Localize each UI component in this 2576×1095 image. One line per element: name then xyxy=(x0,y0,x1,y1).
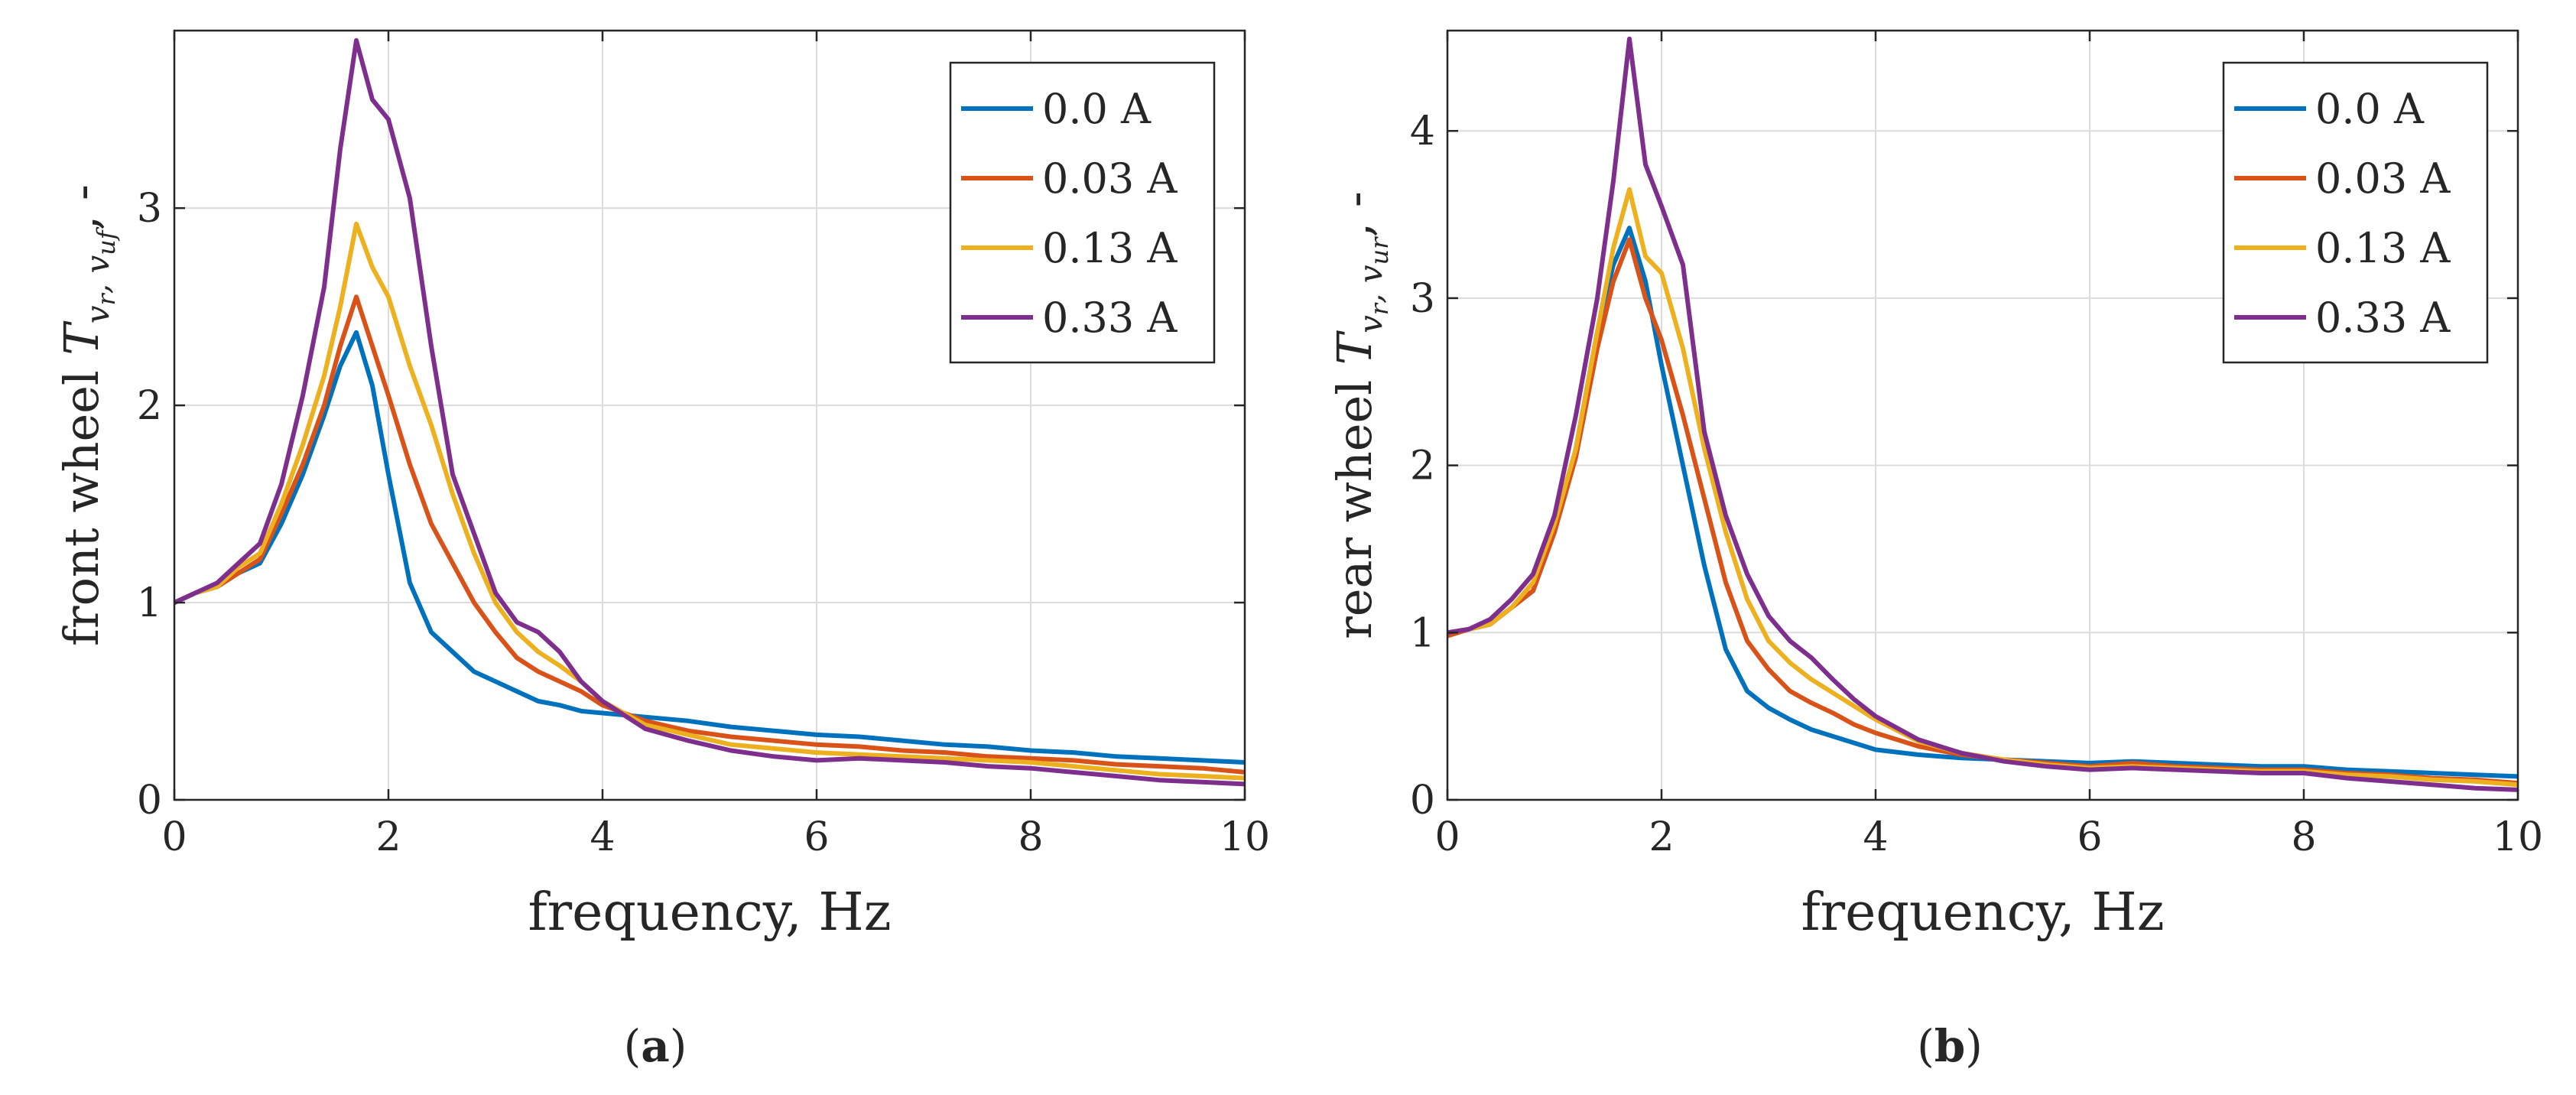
y-tick-label: 3 xyxy=(1410,276,1435,322)
x-tick-label: 4 xyxy=(1863,814,1888,860)
panel-b: 0 2 4 6 8 10 0 1 2 3 4 frequency, Hz rear wheel Tvr,… xyxy=(1327,29,2543,1072)
series-line-0-33-a xyxy=(1447,36,2519,792)
series-line-0-03-a xyxy=(173,294,1246,775)
legend-label: 0.03 A xyxy=(1042,154,1178,203)
legend-label: 0.0 A xyxy=(1042,85,1152,133)
x-tick-label: 8 xyxy=(1018,814,1043,860)
x-tick-label: 6 xyxy=(2077,814,2102,860)
x-tick-label: 8 xyxy=(2291,814,2316,860)
x-tick-label: 0 xyxy=(1434,814,1460,860)
x-tick-label: 2 xyxy=(1649,814,1674,860)
x-tick-label: 10 xyxy=(1220,814,1270,860)
legend: 0.0 A 0.03 A 0.13 A 0.33 A xyxy=(2222,61,2489,364)
x-tick-label: 6 xyxy=(804,814,829,860)
y-tick-label: 3 xyxy=(137,186,162,232)
legend-label: 0.0 A xyxy=(2315,85,2425,133)
series-line-0-33-a xyxy=(173,37,1246,787)
legend: 0.0 A 0.03 A 0.13 A 0.33 A xyxy=(949,61,1216,364)
panel-a: 0 2 4 6 8 10 0 1 2 3 frequency, Hz front wheel Tvr,… xyxy=(54,29,1270,1072)
legend-box xyxy=(2222,61,2489,364)
x-tick-label: 0 xyxy=(161,814,187,860)
series-line-0-13-a xyxy=(173,221,1246,781)
axes-box xyxy=(1446,29,2519,801)
x-axis-label: frequency, Hz xyxy=(528,882,891,943)
series-line-0-0-a xyxy=(173,330,1246,765)
legend-label: 0.13 A xyxy=(1042,224,1178,272)
x-tick-label: 10 xyxy=(2493,814,2543,860)
legend-box xyxy=(949,61,1216,364)
panel-caption: (b) xyxy=(1917,1020,1983,1072)
panel-caption: (a) xyxy=(624,1020,687,1072)
y-tick-label: 2 xyxy=(137,383,162,429)
y-tick-label: 2 xyxy=(1410,444,1435,489)
legend-label: 0.33 A xyxy=(2315,294,2451,342)
y-tick-label: 4 xyxy=(1410,109,1435,154)
x-tick-label: 2 xyxy=(375,814,401,860)
legend-label: 0.13 A xyxy=(2315,224,2451,272)
y-tick-label: 1 xyxy=(137,580,162,626)
y-tick-label: 0 xyxy=(137,778,162,824)
legend-label: 0.33 A xyxy=(1042,294,1178,342)
x-tick-label: 4 xyxy=(590,814,615,860)
y-axis-label: rear wheel Tvr, vur, - xyxy=(1327,191,1394,639)
legend-label: 0.03 A xyxy=(2315,154,2451,203)
axes-box xyxy=(173,29,1246,801)
y-tick-label: 0 xyxy=(1410,778,1435,824)
y-tick-label: 1 xyxy=(1410,610,1435,656)
x-axis-label: frequency, Hz xyxy=(1801,882,2164,943)
y-axis-label: front wheel Tvr, vuf, - xyxy=(54,184,121,646)
